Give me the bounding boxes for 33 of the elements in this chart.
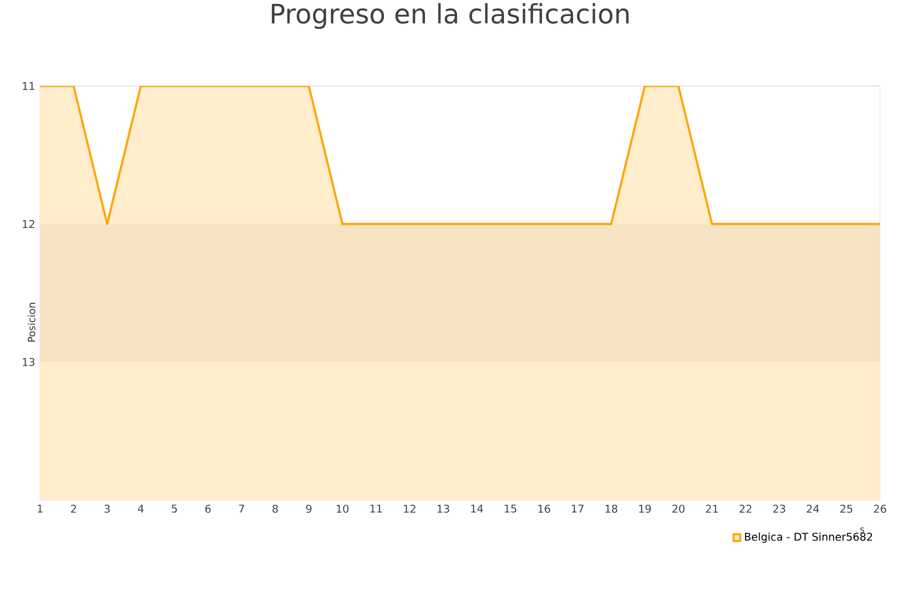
y-tick-label: 13 <box>22 358 34 366</box>
x-tick-label: 13 <box>438 504 450 513</box>
x-tick-label: 21 <box>706 504 718 513</box>
x-tick-label: 23 <box>773 504 786 513</box>
x-tick-label: 14 <box>471 504 483 512</box>
y-tick-label: 12 <box>22 220 34 228</box>
x-tick-label: 16 <box>538 504 550 513</box>
y-axis-title: Posicion <box>28 302 36 342</box>
x-tick-label: 26 <box>874 504 886 513</box>
x-tick-label: 15 <box>504 504 516 513</box>
x-tick-label: 2 <box>70 504 76 513</box>
legend-label: Belgica - DT Sinner5682 <box>745 532 872 543</box>
x-tick-label: 11 <box>370 504 382 512</box>
x-tick-label: 18 <box>606 504 618 513</box>
x-tick-label: 5 <box>172 504 177 513</box>
x-tick-label: 9 <box>306 504 312 513</box>
x-tick-label: 6 <box>205 504 211 513</box>
x-tick-label: 3 <box>104 504 110 513</box>
chart-title: Progreso en la clasificacion <box>272 3 629 29</box>
x-tick-label: 10 <box>336 504 348 513</box>
y-tick-label: 11 <box>22 82 34 90</box>
x-tick-label: 25 <box>840 504 852 513</box>
x-tick-label: 4 <box>138 504 144 512</box>
x-tick-label: 24 <box>806 504 819 513</box>
x-tick-label: 22 <box>740 504 752 513</box>
x-tick-label: 8 <box>272 504 278 513</box>
x-tick-label: 19 <box>639 504 651 513</box>
x-tick-label: 12 <box>404 504 416 513</box>
x-tick-label: 17 <box>572 504 584 512</box>
x-axis-title: s <box>860 527 864 533</box>
x-tick-label: 1 <box>38 504 42 512</box>
x-tick-label: 7 <box>239 504 244 512</box>
x-tick-label: 20 <box>672 504 684 513</box>
